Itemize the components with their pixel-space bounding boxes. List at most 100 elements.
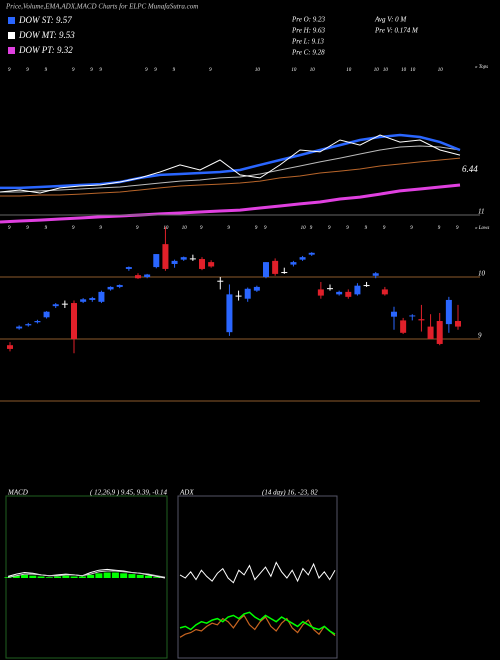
candle-body <box>290 262 297 265</box>
histogram-bar <box>29 575 37 578</box>
histogram-bar <box>37 576 45 578</box>
low-label: 9 <box>383 226 386 231</box>
histogram-bar <box>144 575 152 578</box>
low-label: 9 <box>310 226 313 231</box>
low-label: 9 <box>45 226 48 231</box>
low-label: 10 <box>301 226 307 231</box>
stat: Pre C: 9.28 <box>291 49 325 57</box>
stat: Pre V: 0.174 M <box>374 27 419 35</box>
series-line <box>0 157 461 197</box>
histogram-bar <box>95 573 103 578</box>
candle-body <box>345 291 352 297</box>
candle-body <box>253 286 260 291</box>
series-line <box>0 133 461 190</box>
candle-body <box>116 285 123 287</box>
histogram-bar <box>111 572 119 578</box>
y-tick-label: 9 <box>478 332 482 340</box>
histogram-bar <box>45 577 53 578</box>
series-line <box>179 614 336 638</box>
legend-swatch <box>8 32 15 39</box>
histogram-bar <box>12 575 20 578</box>
candle-body <box>98 291 105 302</box>
candle-body <box>144 274 151 277</box>
low-label: 9 <box>410 226 413 231</box>
series-line <box>179 611 336 635</box>
candle-body <box>363 285 370 287</box>
series-line <box>0 183 461 224</box>
histogram-bar <box>120 573 128 578</box>
candle-body <box>308 252 315 255</box>
stat: Pre H: 9.63 <box>291 27 325 35</box>
candle-body <box>34 321 41 323</box>
candle-body <box>418 319 425 321</box>
low-label: 9 <box>255 226 258 231</box>
series-line <box>0 145 461 193</box>
top-label: 9 <box>209 68 212 73</box>
top-label: 9 <box>173 68 176 73</box>
candle-body <box>427 326 434 339</box>
y-tick-label: 11 <box>478 208 484 216</box>
top-label: 10 <box>291 68 297 73</box>
candle-body <box>80 299 87 302</box>
candle-body <box>436 321 443 344</box>
candle-body <box>263 262 269 277</box>
candle-body <box>180 257 187 260</box>
candle-body <box>409 315 416 317</box>
candle-body <box>208 262 215 267</box>
candle-body <box>171 260 178 264</box>
candle-body <box>281 272 288 274</box>
top-label: 10 <box>401 68 407 73</box>
low-label: 9 <box>72 226 75 231</box>
candle-body <box>52 304 59 307</box>
panel-title: MACD <box>7 489 28 497</box>
candle-body <box>125 267 132 269</box>
top-label: 10 <box>346 68 352 73</box>
histogram-bar <box>128 574 136 578</box>
series-line <box>179 561 336 584</box>
candle-body <box>235 295 242 297</box>
candle-body <box>199 259 205 269</box>
top-label: 10 <box>310 68 316 73</box>
low-label: 9 <box>365 226 368 231</box>
low-label: 9 <box>136 226 139 231</box>
candle-body <box>381 289 388 295</box>
page-title: Price,Volume,EMA,ADX,MACD Charts for ELP… <box>5 3 198 11</box>
candle-body <box>445 299 452 325</box>
lows-label: « Lows <box>475 226 489 231</box>
top-label: 10 <box>438 68 444 73</box>
candle-body <box>455 321 461 327</box>
candle-body <box>226 294 233 333</box>
top-label: 9 <box>8 68 11 73</box>
panel-subtitle: ( 12,26,9 ) 9.45, 9.39, -0.14 <box>90 489 167 497</box>
low-label: 9 <box>200 226 203 231</box>
histogram-bar <box>136 574 144 578</box>
top-label: 9 <box>26 68 29 73</box>
low-label: 9 <box>8 226 11 231</box>
top-label: 9 <box>72 68 75 73</box>
top-label: 9 <box>154 68 157 73</box>
candle-body <box>16 326 23 329</box>
low-label: 10 <box>182 226 188 231</box>
top-label: 10 <box>410 68 416 73</box>
legend-swatch <box>8 47 15 54</box>
candle-body <box>61 303 68 305</box>
macd-frame <box>5 495 168 659</box>
candle-body <box>135 275 141 279</box>
candle-body <box>354 285 361 295</box>
candle-body <box>272 260 279 274</box>
candle-body <box>299 257 306 260</box>
candle-body <box>217 280 224 282</box>
candle-body <box>43 311 50 318</box>
low-label: 9 <box>328 226 331 231</box>
candle-body <box>107 286 114 290</box>
low-label: 9 <box>26 226 29 231</box>
stat: Pre O: 9.23 <box>291 16 325 24</box>
candle-body <box>372 273 379 276</box>
histogram-bar <box>54 576 62 578</box>
candle-body <box>7 345 13 349</box>
low-label: 9 <box>346 226 349 231</box>
candle-body <box>71 303 77 339</box>
candle-body <box>189 258 196 260</box>
stat: Avg V: 0 M <box>374 16 407 24</box>
